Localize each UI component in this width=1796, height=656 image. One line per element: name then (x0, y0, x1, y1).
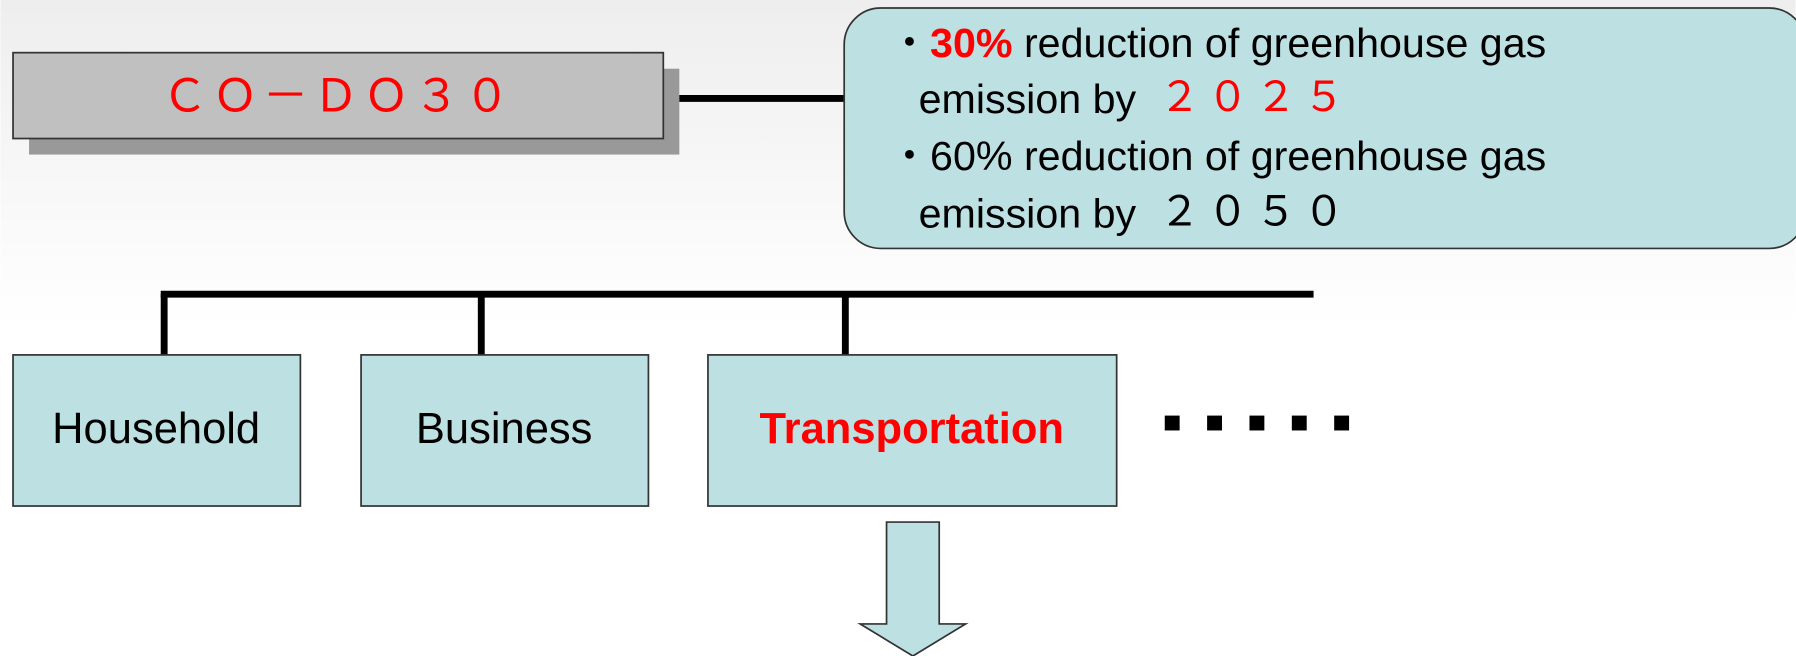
goal-text: emission by (919, 190, 1137, 236)
node-label: Business (416, 405, 593, 453)
goal-percent: 60% (930, 133, 1012, 179)
node-box (707, 354, 1118, 507)
goal-line: ・60% reduction of greenhouse gas (889, 133, 1546, 179)
dot (1207, 415, 1222, 431)
goals-box (843, 7, 1796, 250)
node-label: Household (52, 405, 260, 453)
node-box (12, 354, 302, 507)
goal-text: emission by (919, 76, 1137, 122)
bullet: ・ (889, 20, 930, 66)
down-arrow (857, 521, 969, 656)
title-box (12, 51, 665, 140)
dot (1334, 415, 1350, 431)
dot (1164, 415, 1180, 431)
goal-line: emission by ２０５０ (919, 189, 1352, 236)
goal-line: emission by ２０２５ (919, 74, 1352, 121)
goal-year: ２０２５ (1159, 74, 1351, 120)
ellipsis (1164, 415, 1350, 431)
dot (1249, 415, 1265, 431)
node-box (360, 354, 650, 507)
node-label: Transportation (759, 405, 1064, 453)
goal-percent: 30% (930, 20, 1012, 66)
goal-text: reduction of greenhouse gas (1024, 20, 1546, 66)
dot (1291, 415, 1307, 431)
goal-text: reduction of greenhouse gas (1024, 133, 1546, 179)
goal-line: ・30% reduction of greenhouse gas (889, 20, 1546, 66)
title: ＣＯ－ＤＯ３０ (162, 70, 515, 121)
bullet: ・ (889, 133, 930, 179)
goal-year: ２０５０ (1159, 189, 1351, 235)
